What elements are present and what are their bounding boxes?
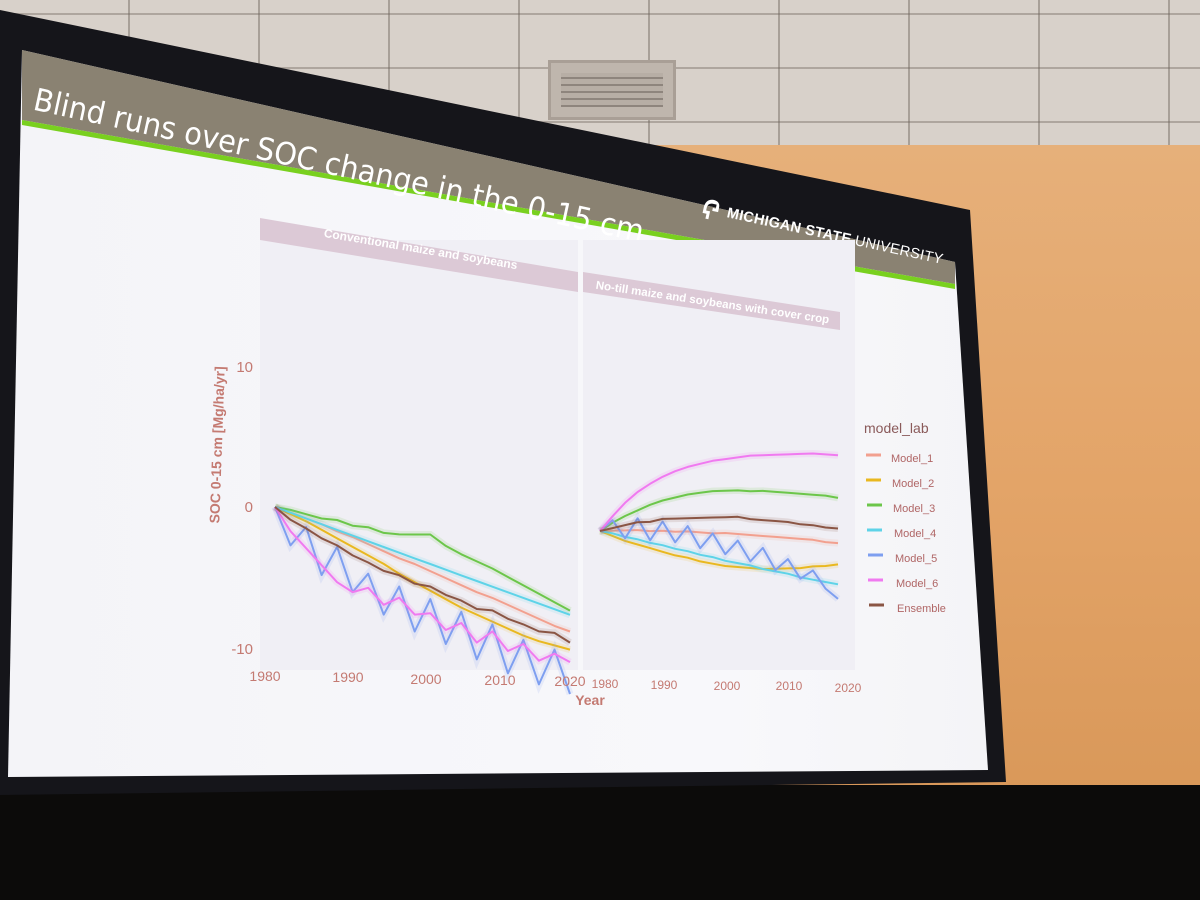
series-line-model-6 (274, 506, 571, 663)
series-line-model-1 (599, 529, 839, 545)
x-tick-label: 2020 (835, 681, 862, 695)
strip-right-background (583, 272, 840, 330)
legend-label-model-3: Model_3 (893, 503, 935, 515)
x-tick-label: 2010 (484, 672, 515, 688)
x-tick-label: 2000 (714, 679, 741, 693)
series-line-model-4 (274, 506, 571, 616)
ceiling-vent (548, 60, 676, 120)
x-tick-label: 1990 (651, 678, 678, 692)
floor (0, 785, 1200, 900)
legend-label-model-6: Model_6 (896, 578, 938, 590)
x-tick-label: 2020 (554, 673, 585, 689)
legend-title: model_lab (864, 420, 929, 436)
legend-label-model-2: Model_2 (892, 478, 934, 490)
series-line-ensemble (599, 515, 839, 532)
ceiling (0, 0, 1200, 175)
x-tick-label: 1980 (249, 668, 280, 684)
series-line-model-2 (599, 530, 839, 570)
panel-left-lines (271, 503, 574, 696)
legend: model_lab Model_1 Model_2 Model_3 Model_… (864, 420, 946, 615)
legend-label-ensemble: Ensemble (897, 603, 946, 615)
legend-label-model-5: Model_5 (895, 553, 937, 565)
university-logo: MICHIGAN STATE UNIVERSITY (700, 197, 945, 271)
series-line-model-2 (274, 506, 571, 651)
x-axis-title: Year (575, 692, 605, 708)
panel-left-background (260, 240, 578, 670)
series-line-model-6 (599, 452, 839, 532)
x-tick-label: 2010 (776, 679, 803, 693)
chart-canvas: Conventional maize and soybeans No-till … (206, 218, 946, 708)
series-line-model-3 (599, 489, 839, 532)
series-line-ensemble (274, 506, 571, 644)
legend-label-model-4: Model_4 (894, 528, 936, 540)
series-line-model-3 (274, 506, 571, 612)
panel-right-lines (597, 449, 841, 602)
x-tick-label: 2000 (410, 671, 441, 687)
strip-left-background (260, 218, 578, 292)
y-axis-title: SOC 0-15 cm [Mg/ha/yr] (206, 366, 227, 524)
y-tick-label: 0 (245, 499, 253, 516)
spartan-helmet-icon (702, 199, 720, 220)
x-tick-label: 1980 (592, 677, 619, 691)
y-tick-label: -10 (231, 641, 253, 658)
y-tick-label: 10 (236, 359, 253, 376)
legend-label-model-1: Model_1 (891, 453, 933, 465)
x-tick-label: 1990 (332, 669, 363, 685)
